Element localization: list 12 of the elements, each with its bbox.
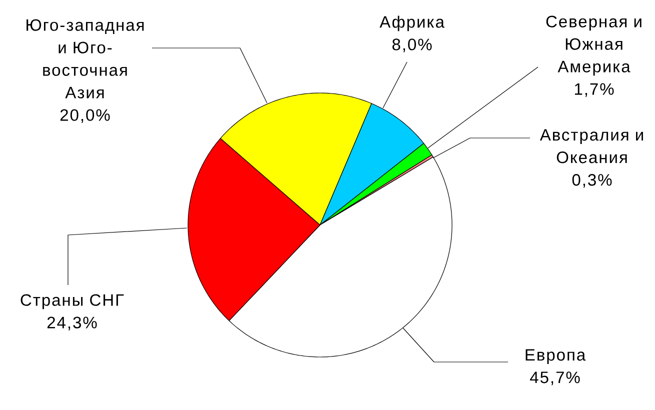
slice-label: Австралия и Океания [540,129,643,164]
data-label: 8,0% [392,38,432,52]
slice-label: Северная и Южная Америка [546,16,642,76]
data-label: 1,7% [574,83,614,97]
slice-label: Страны СНГ [20,294,124,310]
slice-label: Африка [380,16,444,32]
data-label: 45,7% [530,372,580,386]
data-label: 24,3% [47,316,97,330]
data-label: 20,0% [60,109,110,123]
slice-label: Юго-западная и Юго-восточная Азия [26,19,144,98]
slice-label: Европа [526,349,586,364]
data-label: 0,3% [572,174,612,188]
